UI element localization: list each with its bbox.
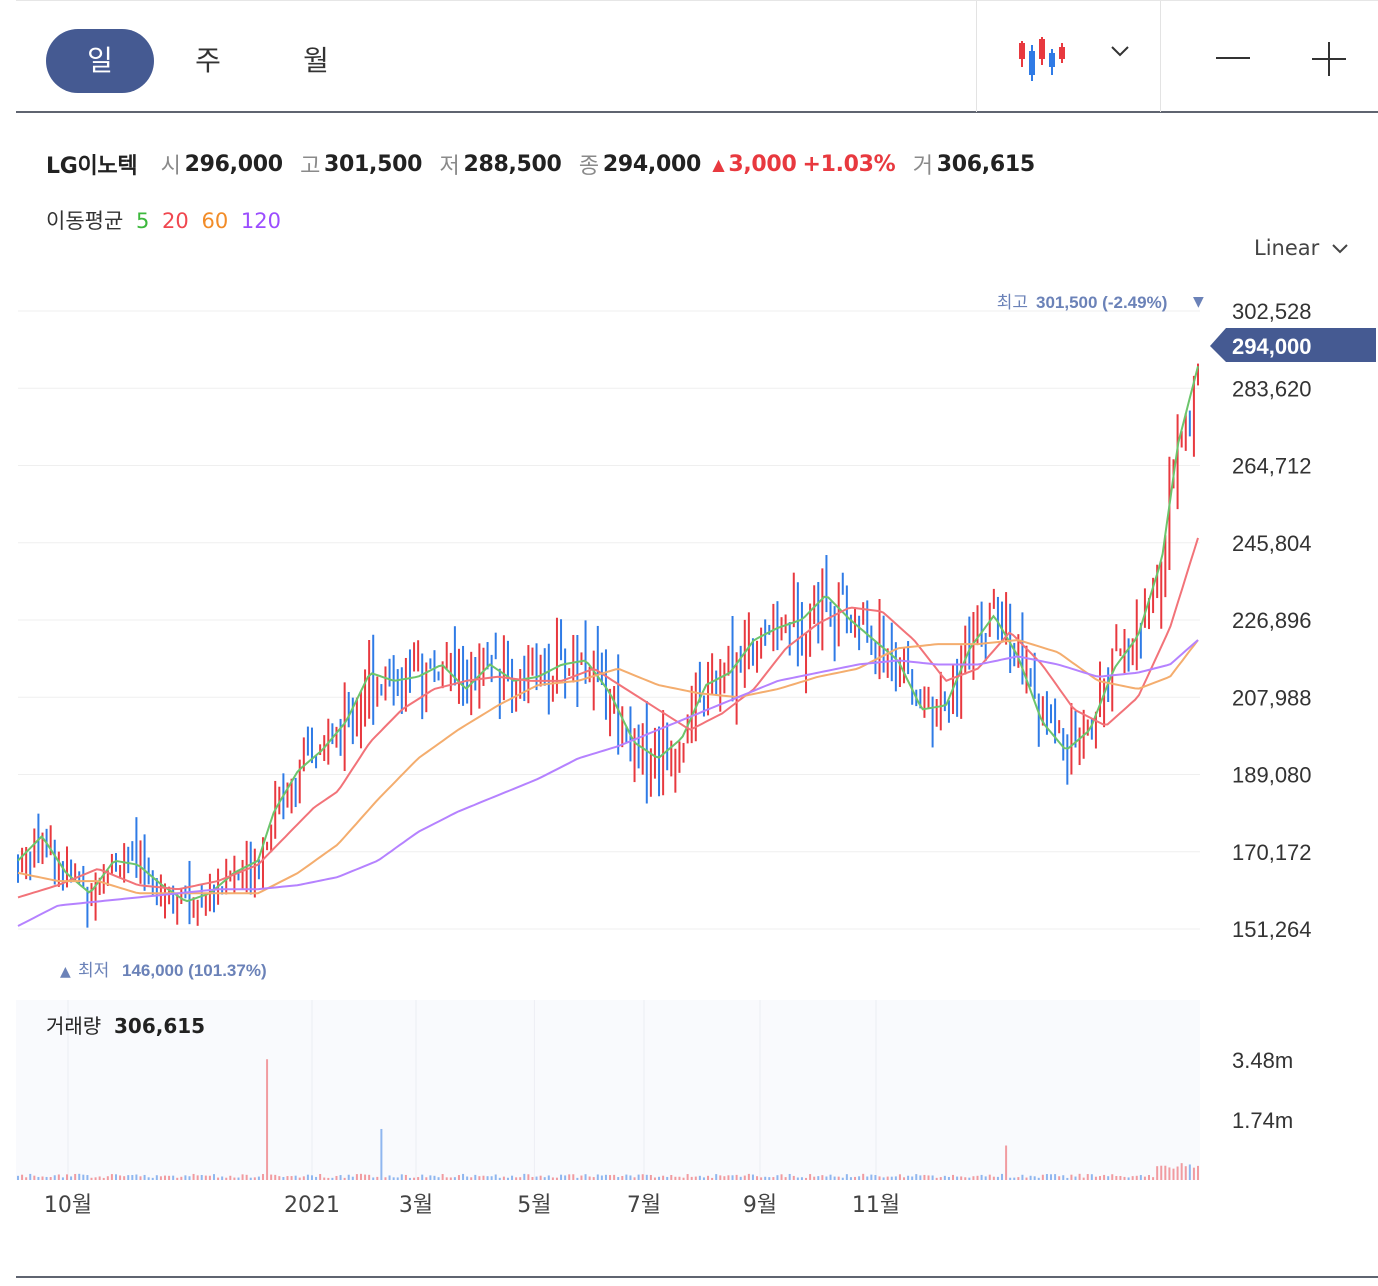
high-marker: 최고 301,500 (-2.49%) ▼ — [997, 293, 1204, 312]
time-axis: 10월 2021 3월 5월 7월 9월 11월 — [44, 1193, 900, 1218]
volume-title: 거래량 — [46, 1014, 101, 1038]
toolbar-divider — [976, 1, 977, 112]
time-tick-label: 5월 — [517, 1193, 551, 1218]
current-price-tag: 294,000 — [1210, 328, 1376, 362]
ma-label: 이동평균 — [46, 209, 124, 233]
candles — [17, 363, 1199, 928]
high-label: 고 — [300, 154, 321, 179]
high-marker-value: 301,500 (-2.49%) — [1036, 293, 1167, 312]
high-marker-label: 최고 — [997, 293, 1028, 312]
bottom-divider — [16, 1276, 1378, 1278]
volume-value: 306,615 — [936, 151, 1035, 177]
current-price-label: 294,000 — [1232, 334, 1312, 359]
chevron-down-icon — [1332, 244, 1348, 254]
price-axis: 302,528 283,620 264,712 245,804 226,896 207,9… — [1232, 299, 1312, 1133]
price-tick-label: 170,172 — [1232, 840, 1312, 865]
ma-60-label: 60 — [201, 209, 229, 233]
time-tick-label: 7월 — [627, 1193, 661, 1218]
low-label: 저 — [439, 154, 460, 179]
volume-tick-label: 3.48m — [1232, 1048, 1293, 1073]
close-label: 종 — [578, 154, 599, 179]
price-tick-label: 189,080 — [1232, 763, 1312, 788]
moving-average-lines — [17, 366, 1199, 927]
ma-120-label: 120 — [240, 209, 281, 233]
low-marker: ▲ 최저 146,000 (101.37%) — [60, 961, 267, 980]
moving-average-legend[interactable]: 이동평균 5 20 60 120 — [46, 205, 287, 235]
plus-icon[interactable] — [1310, 41, 1348, 101]
minus-icon[interactable] — [1214, 43, 1252, 103]
low-marker-label: 최저 — [78, 961, 109, 980]
low-marker-value: 146,000 (101.37%) — [122, 961, 267, 980]
scale-label: Linear — [1254, 236, 1320, 260]
volume-label: 거 — [912, 154, 933, 179]
scale-selector[interactable]: Linear — [1254, 236, 1350, 260]
change-arrow-icon: ▲ — [712, 154, 725, 174]
time-tick-label: 2021 — [284, 1193, 340, 1218]
ma-line-5 — [17, 366, 1199, 903]
high-value: 301,500 — [324, 151, 423, 177]
price-tick-label: 226,896 — [1232, 608, 1312, 633]
tab-monthly[interactable]: 월 — [303, 44, 329, 77]
volume-panel — [16, 1000, 1200, 1180]
volume-value: 306,615 — [114, 1014, 205, 1038]
quote-summary: LG이노텍 시 296,000 고 301,500 저 288,500 종 294,00… — [46, 148, 1045, 182]
price-tick-label: 283,620 — [1232, 376, 1312, 401]
volume-tick-label: 1.74m — [1232, 1108, 1293, 1133]
change-value: 3,000 — [728, 151, 797, 177]
low-marker-arrow-icon: ▲ — [60, 964, 71, 980]
ma-20-label: 20 — [162, 209, 189, 233]
price-tick-label: 207,988 — [1232, 685, 1312, 710]
tab-weekly[interactable]: 주 — [195, 44, 221, 77]
price-tick-label: 151,264 — [1232, 917, 1312, 942]
stock-name: LG이노텍 — [46, 154, 138, 179]
ma-5-label: 5 — [135, 209, 150, 233]
time-tick-label: 11월 — [852, 1193, 900, 1218]
time-tick-label: 9월 — [743, 1193, 777, 1218]
chart-toolbar: 일 주 월 — [16, 0, 1378, 113]
volume-bars — [17, 1059, 1199, 1180]
ma-line-60 — [17, 639, 1199, 895]
close-value: 294,000 — [602, 151, 701, 177]
candlestick-icon — [1019, 37, 1065, 81]
toolbar-divider — [1160, 1, 1161, 112]
price-tick-label: 245,804 — [1232, 531, 1312, 556]
high-marker-arrow-icon: ▼ — [1193, 294, 1204, 310]
chevron-down-icon[interactable] — [1108, 41, 1132, 101]
price-tick-label: 264,712 — [1232, 454, 1312, 479]
tab-daily[interactable]: 일 — [46, 29, 154, 93]
time-tick-label: 10월 — [44, 1193, 92, 1218]
price-tick-label: 302,528 — [1232, 299, 1312, 324]
open-label: 시 — [160, 154, 181, 179]
chart-type-selector[interactable] — [1006, 29, 1136, 89]
ma-line-120 — [17, 639, 1199, 927]
time-tick-label: 3월 — [399, 1193, 433, 1218]
ma-line-20 — [17, 537, 1199, 899]
low-value: 288,500 — [463, 151, 562, 177]
change-percent: +1.03% — [802, 151, 896, 177]
open-value: 296,000 — [184, 151, 283, 177]
